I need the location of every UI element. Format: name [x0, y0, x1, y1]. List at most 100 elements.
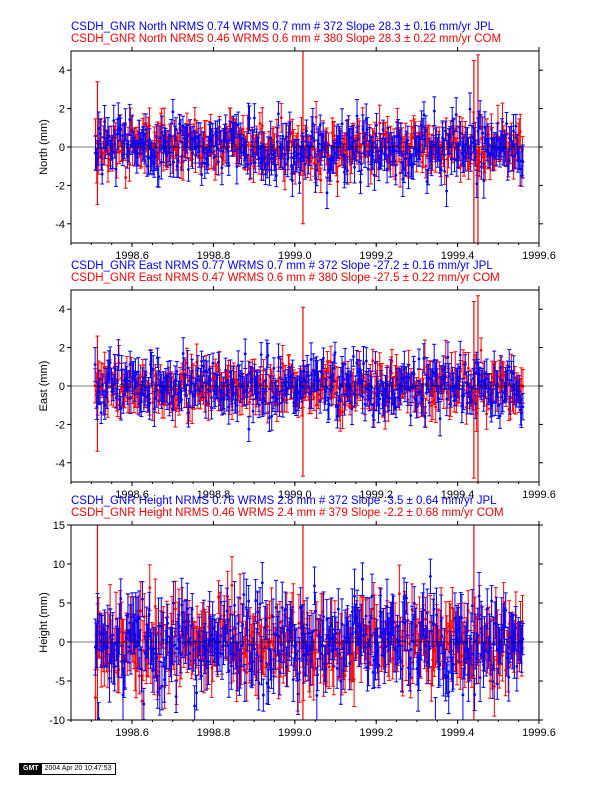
data-point	[459, 131, 462, 135]
data-point	[164, 139, 167, 143]
data-point	[432, 109, 436, 113]
data-point	[312, 139, 316, 143]
data-point	[281, 134, 285, 138]
data-point	[183, 142, 187, 146]
data-point	[378, 121, 382, 125]
y-tick-label: -2	[55, 180, 65, 192]
data-point	[200, 173, 204, 176]
data-point	[263, 156, 266, 160]
data-point	[217, 399, 220, 402]
data-point	[190, 370, 194, 374]
data-point	[136, 370, 140, 374]
data-point	[401, 177, 405, 181]
panel-header-line: CSDH_GNR North NRMS 0.74 WRMS 0.7 mm # 3…	[71, 21, 495, 33]
data-point	[110, 378, 113, 382]
data-point	[445, 189, 448, 193]
data-point	[415, 147, 419, 151]
data-point	[454, 113, 458, 117]
data-point	[380, 150, 384, 154]
data-point	[175, 164, 179, 168]
data-point	[172, 160, 175, 164]
data-point	[124, 176, 128, 179]
data-point	[95, 405, 99, 409]
data-point	[218, 130, 221, 134]
data-point	[286, 157, 290, 161]
data-point	[187, 168, 190, 171]
data-point	[197, 150, 201, 153]
data-point	[408, 154, 412, 158]
data-point	[172, 394, 176, 398]
data-point	[176, 159, 180, 163]
data-point	[148, 124, 151, 128]
data-point	[482, 179, 486, 183]
data-point	[236, 123, 240, 127]
y-tick-label: -4	[55, 219, 65, 231]
data-point	[406, 138, 410, 142]
data-point	[317, 142, 321, 146]
outlier-point	[476, 390, 480, 394]
data-point	[275, 140, 279, 144]
data-point	[521, 384, 525, 388]
data-point	[187, 411, 190, 415]
data-point	[474, 151, 478, 155]
data-point	[260, 124, 264, 128]
data-point	[139, 375, 142, 379]
data-point	[101, 151, 105, 155]
data-point	[248, 116, 251, 120]
data-point	[348, 143, 352, 147]
data-point	[511, 154, 514, 158]
data-point	[418, 150, 422, 154]
data-point	[514, 124, 518, 128]
data-point	[421, 134, 425, 137]
data-point	[100, 172, 104, 176]
data-point	[512, 129, 515, 133]
data-point	[167, 146, 171, 150]
data-point	[351, 141, 355, 144]
data-point	[339, 141, 343, 145]
data-point	[485, 412, 489, 416]
data-point	[479, 165, 483, 169]
data-point	[279, 116, 283, 120]
data-point	[345, 169, 349, 173]
data-point	[478, 160, 482, 164]
data-point	[93, 363, 97, 367]
data-point	[324, 140, 328, 144]
data-point	[309, 160, 313, 164]
data-point	[312, 395, 316, 399]
data-point	[506, 164, 510, 168]
data-point	[455, 140, 459, 144]
data-point	[469, 152, 473, 156]
data-point	[99, 411, 103, 415]
data-point	[484, 137, 488, 141]
data-point	[495, 138, 499, 142]
data-point	[225, 147, 229, 151]
data-point	[99, 155, 103, 159]
data-point	[486, 138, 490, 142]
y-tick-label: 2	[59, 104, 65, 116]
data-point	[232, 128, 235, 132]
data-point	[280, 152, 284, 156]
data-point	[227, 375, 231, 378]
data-point	[165, 154, 169, 158]
data-point	[426, 168, 430, 172]
data-point	[203, 161, 207, 165]
data-point	[217, 160, 220, 164]
data-point	[303, 162, 307, 166]
data-point	[359, 180, 362, 184]
data-point	[108, 361, 112, 365]
data-point	[434, 141, 438, 144]
data-point	[135, 381, 139, 385]
data-point	[373, 146, 377, 150]
data-point	[162, 123, 166, 127]
panel-header-line: CSDH_GNR East NRMS 0.47 WRMS 0.6 mm # 38…	[71, 272, 500, 284]
data-point	[281, 362, 285, 366]
data-point	[137, 402, 141, 406]
data-point	[97, 127, 101, 130]
data-point	[249, 143, 253, 147]
data-point	[238, 147, 241, 151]
panel-header-line: CSDH_GNR North NRMS 0.46 WRMS 0.6 mm # 3…	[71, 33, 501, 45]
data-point	[445, 157, 449, 161]
data-point	[96, 151, 100, 155]
y-tick-label: 0	[59, 142, 65, 154]
data-point	[444, 129, 447, 133]
